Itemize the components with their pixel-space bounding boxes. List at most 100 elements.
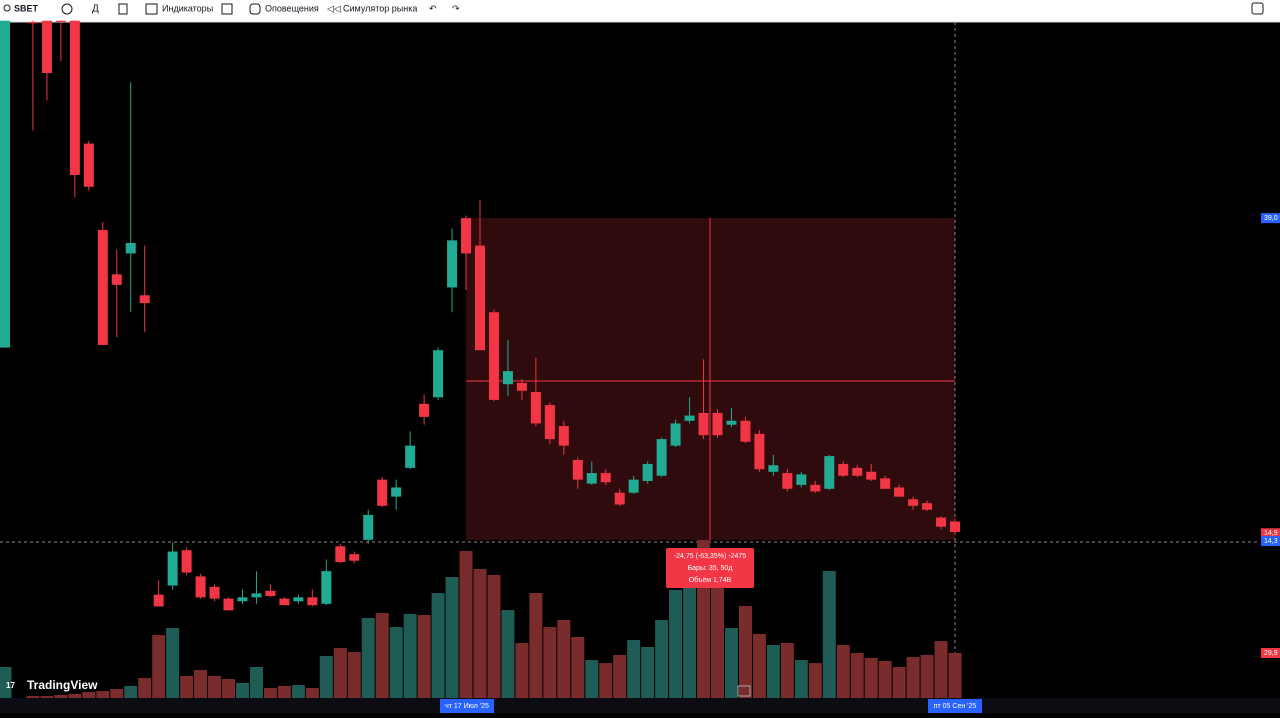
candle-body xyxy=(349,554,360,561)
price-label-bg xyxy=(1261,213,1280,224)
volume-bar xyxy=(934,641,948,698)
volume-bar xyxy=(529,593,543,698)
candle-body xyxy=(642,463,653,481)
candle-body xyxy=(195,576,206,598)
volume-bar xyxy=(487,574,501,698)
candle-body xyxy=(97,229,108,345)
candle-body xyxy=(740,420,751,442)
volume-label: 29,9 xyxy=(1264,650,1278,657)
candle-body xyxy=(628,479,639,493)
volume-bar xyxy=(613,654,627,698)
indicators-button[interactable]: Индикаторы xyxy=(162,3,213,13)
compare-icon[interactable] xyxy=(61,3,73,15)
date-label: пт 05 Сен '25 xyxy=(934,703,977,710)
price-label: 39,0 xyxy=(1264,215,1278,222)
candle-body xyxy=(167,551,178,586)
candle-body xyxy=(55,20,66,22)
volume-bar xyxy=(403,613,417,698)
date-label-bg xyxy=(928,699,982,713)
candle-body xyxy=(656,439,667,476)
volume-bar xyxy=(724,627,738,698)
volume-bar xyxy=(711,585,724,698)
volume-bar xyxy=(836,644,850,698)
candle-body xyxy=(572,460,583,480)
alerts-button[interactable]: Оповещения xyxy=(265,3,319,13)
candle-body xyxy=(69,20,80,175)
volume-bar xyxy=(627,640,641,698)
candle-body xyxy=(908,499,919,506)
candle-body xyxy=(488,312,499,400)
search-icon[interactable] xyxy=(3,4,11,12)
volume-bar xyxy=(655,619,669,698)
volume-bar xyxy=(501,610,515,698)
replay-icon[interactable]: ◁◁ xyxy=(327,3,341,13)
volume-bar xyxy=(375,613,389,698)
alerts-icon[interactable] xyxy=(249,3,261,15)
candle-body xyxy=(530,392,541,424)
volume-bar xyxy=(641,646,655,698)
candle-body xyxy=(27,22,38,24)
candle-body xyxy=(475,245,485,351)
measure-change: -24,75 (-63,35%) -2475 xyxy=(674,553,746,560)
date-label-bg xyxy=(440,699,494,713)
candle-body xyxy=(377,479,388,506)
scroll-icon[interactable] xyxy=(737,685,751,697)
candle-body xyxy=(614,492,625,505)
volume-bar xyxy=(808,663,822,698)
volume-bar xyxy=(892,666,906,698)
candle-body xyxy=(293,597,304,602)
volume-bar xyxy=(54,694,68,698)
candle-body xyxy=(447,240,458,288)
volume-bar xyxy=(389,627,403,698)
volume-bar xyxy=(236,682,249,698)
volume-bar xyxy=(850,652,864,698)
measure-volume: Объём 1,74B xyxy=(689,576,732,584)
volume-bar xyxy=(780,643,794,698)
candle-body xyxy=(922,503,933,510)
volume-bar xyxy=(319,655,333,698)
price-label-bg xyxy=(1261,536,1280,547)
candle-body xyxy=(265,590,276,597)
interval-icon[interactable]: Д xyxy=(92,4,99,15)
volume-bar xyxy=(82,691,96,698)
time-axis xyxy=(0,698,1280,713)
volume-bar xyxy=(222,679,236,698)
candle-body xyxy=(558,426,569,446)
volume-bar xyxy=(110,688,124,698)
candle-body xyxy=(698,412,709,436)
chart-type-icon[interactable] xyxy=(118,3,128,15)
redo[interactable]: ↷ xyxy=(452,3,460,13)
candle-body xyxy=(810,484,821,492)
volume-bar xyxy=(124,685,138,698)
volume-bar xyxy=(26,696,40,698)
volume-bar xyxy=(738,605,752,698)
candle-body xyxy=(936,517,947,527)
indicators-icon[interactable] xyxy=(145,3,158,15)
candle-body xyxy=(796,474,807,485)
candle-body xyxy=(516,382,527,391)
toolbar xyxy=(0,0,1280,22)
volume-bar xyxy=(794,660,808,698)
symbol[interactable]: SBET xyxy=(14,3,39,13)
layouts-icon[interactable] xyxy=(221,3,233,15)
candle-body xyxy=(83,143,94,187)
price-label-bg xyxy=(1261,528,1280,539)
candle-body xyxy=(782,473,793,489)
price-label: 14,9 xyxy=(1264,530,1278,537)
volume-bar xyxy=(249,666,263,698)
candle-body xyxy=(363,514,374,540)
candle-body xyxy=(223,598,234,611)
fullscreen-icon[interactable] xyxy=(1251,2,1264,15)
logo: TradingView xyxy=(27,678,98,692)
volume-bar xyxy=(822,571,836,698)
candle-body xyxy=(461,218,472,254)
candle-body xyxy=(307,597,318,606)
replay-button[interactable]: Симулятор рынка xyxy=(343,3,417,13)
undo[interactable]: ↶ xyxy=(429,3,437,13)
candle-body xyxy=(41,20,52,73)
date-label: чт 17 Июл '25 xyxy=(445,703,489,710)
candle-body xyxy=(684,415,695,421)
candle-body xyxy=(670,423,681,446)
